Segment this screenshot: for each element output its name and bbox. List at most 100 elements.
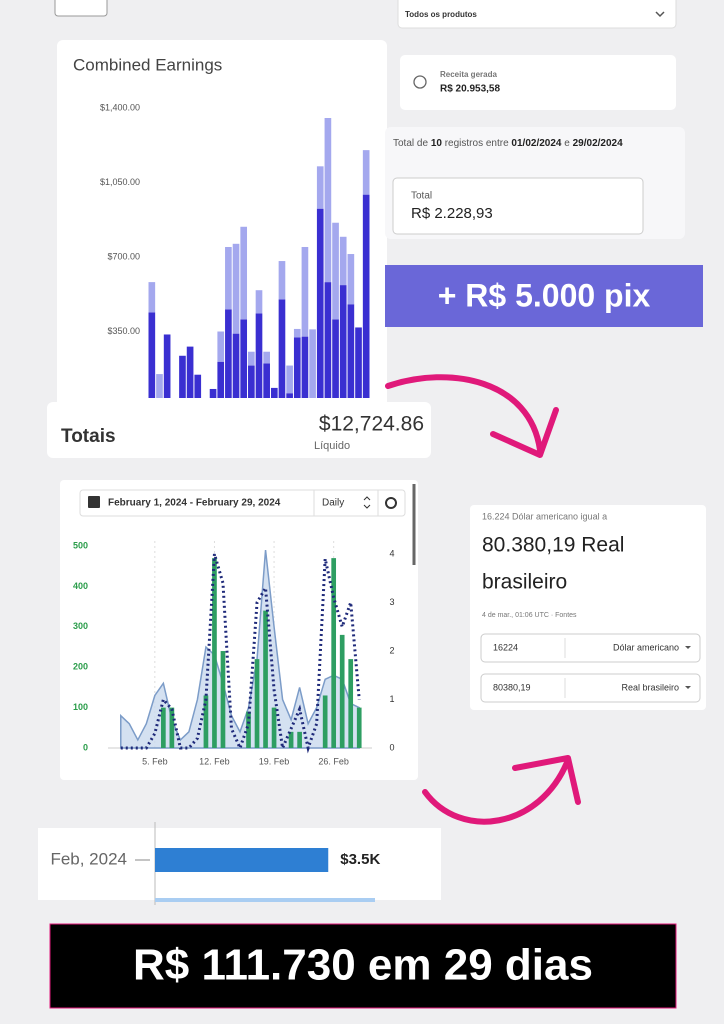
- revenue-icon: [413, 75, 427, 89]
- pix-banner: [385, 265, 703, 327]
- bar: [155, 848, 329, 872]
- records-text: Total de 10 registros entre 01/02/2024 e…: [393, 138, 623, 149]
- bar: [278, 261, 286, 300]
- sort-icon: [363, 496, 371, 509]
- bar: [148, 282, 156, 313]
- total-box-value: R$ 2.228,93: [411, 205, 493, 222]
- daily-plot: 0 100 200 300 400 500 0 1 2 3 4 5. Feb 12. Feb 19. Fe…: [73, 540, 395, 766]
- dropdown-icon: [685, 646, 691, 649]
- bar: [220, 651, 226, 748]
- bar: [263, 610, 268, 748]
- from-currency[interactable]: Dólar americano: [613, 642, 679, 652]
- bar: [362, 194, 370, 398]
- arrow-head: [490, 407, 559, 458]
- bar: [356, 707, 362, 748]
- monthly-plot: Feb, 2024 $3.5K: [50, 822, 380, 905]
- converter-timestamp: 4 de mar., 01:06 UTC · Fontes: [482, 612, 577, 619]
- bar: [232, 333, 240, 398]
- to-currency[interactable]: Real brasileiro: [621, 682, 679, 692]
- y-tick-label: $1,400.00: [100, 102, 140, 112]
- x-tick-label: 19. Feb: [259, 756, 290, 766]
- arrow: [422, 757, 571, 825]
- bar: [248, 351, 255, 366]
- product-select[interactable]: [397, 0, 677, 29]
- y-tick-label: 500: [73, 540, 88, 550]
- converter-result: 80.380,19 Real: [482, 534, 624, 557]
- from-amount[interactable]: 16224: [493, 642, 518, 652]
- y2-tick-label: 3: [389, 597, 394, 607]
- records-middle: registros entre: [445, 138, 509, 149]
- bar: [186, 346, 194, 398]
- bar: [263, 363, 270, 398]
- bar: [248, 365, 255, 398]
- bar: [246, 711, 251, 748]
- totals-label: Totais: [61, 426, 116, 447]
- y-tick-label: 300: [73, 621, 88, 631]
- date-range[interactable]: February 1, 2024 - February 29, 2024: [108, 498, 281, 509]
- bar: [271, 707, 277, 748]
- totals-card: [47, 402, 431, 458]
- bar: [316, 166, 324, 209]
- bar: [209, 388, 217, 398]
- interval[interactable]: Daily: [322, 498, 344, 509]
- y2-tick-label: 0: [389, 742, 394, 752]
- date-controls: [79, 489, 406, 517]
- records-start: 01/02/2024: [511, 138, 561, 149]
- x-tick-label: 26. Feb: [318, 756, 349, 766]
- bar: [179, 355, 186, 398]
- bar: [255, 290, 263, 314]
- bar: [322, 695, 328, 748]
- x-tick-label: 5. Feb: [142, 756, 168, 766]
- y-tick-label: $700.00: [107, 251, 140, 261]
- bar: [240, 319, 248, 398]
- revenue-card: [400, 55, 676, 110]
- y-tick-label: $350.00: [107, 326, 140, 336]
- dropdown-icon: [685, 686, 691, 689]
- y-tick-label: 100: [73, 702, 88, 712]
- chevron: [655, 11, 665, 18]
- pix-banner-text: + R$ 5.000 pix: [438, 277, 651, 313]
- refresh-icon[interactable]: [385, 497, 397, 509]
- bar: [362, 150, 370, 195]
- line: [120, 553, 361, 754]
- revenue-label: Receita gerada: [440, 70, 497, 79]
- arrow-head: [512, 755, 581, 805]
- product-select-label: Todos os produtos: [405, 10, 477, 19]
- bar: [355, 327, 362, 398]
- total-box: [392, 177, 644, 235]
- y2-tick-label: 4: [389, 548, 394, 558]
- bar: [278, 299, 286, 398]
- from-input[interactable]: [480, 633, 701, 663]
- bar: [347, 304, 355, 398]
- bar: [255, 313, 263, 398]
- value-label: $3.5K: [340, 851, 380, 868]
- bar: [212, 558, 217, 748]
- records-count: 10: [431, 138, 443, 149]
- bar: [316, 208, 324, 398]
- x-tick-label: 12. Feb: [199, 756, 230, 766]
- bar: [324, 282, 332, 398]
- bar: [309, 329, 316, 398]
- totals-sublabel: Líquido: [314, 440, 350, 452]
- y-tick-label: 0: [83, 742, 88, 752]
- bar: [297, 731, 302, 748]
- records-end: 29/02/2024: [573, 138, 623, 149]
- bar: [347, 254, 355, 305]
- bar: [203, 695, 209, 748]
- calendar-icon[interactable]: [88, 496, 100, 508]
- bar: [156, 374, 163, 398]
- bar: [301, 246, 309, 337]
- bar: [148, 312, 156, 398]
- bar: [225, 246, 232, 310]
- to-amount[interactable]: 80380,19: [493, 682, 531, 692]
- bar: [339, 285, 347, 398]
- bar: [332, 319, 339, 398]
- y-tick-label: 400: [73, 581, 88, 591]
- y-tick-label: 200: [73, 662, 88, 672]
- bar: [339, 634, 345, 748]
- small-box: [54, 0, 108, 17]
- to-input[interactable]: [480, 673, 701, 703]
- bar: [217, 331, 225, 362]
- bar-fragment: [155, 898, 375, 902]
- bar: [163, 334, 171, 398]
